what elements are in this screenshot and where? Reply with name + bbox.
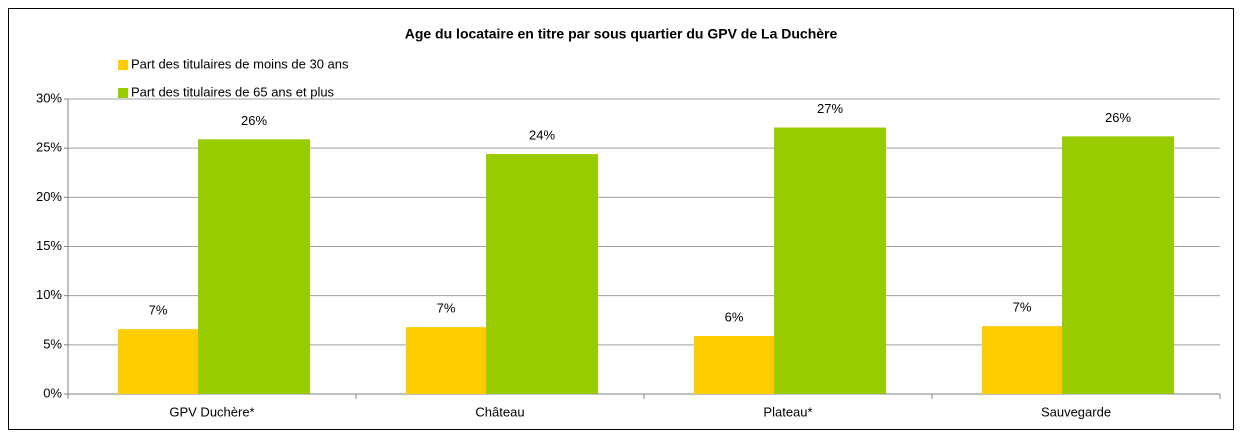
y-tick-label: 20% [36, 189, 62, 204]
bar [486, 154, 598, 394]
x-tick-label: Sauvegarde [1041, 404, 1111, 419]
data-label: 24% [529, 128, 555, 143]
bar [982, 326, 1062, 394]
y-tick-label: 5% [43, 336, 62, 351]
legend-label: Part des titulaires de moins de 30 ans [131, 56, 349, 71]
legend-swatch [118, 60, 128, 70]
bar [774, 127, 886, 395]
legend-swatch [118, 88, 128, 98]
x-tick-label: Château [475, 404, 524, 419]
legend-label: Part des titulaires de 65 ans et plus [131, 84, 335, 99]
data-label: 26% [241, 113, 267, 128]
x-tick-label: Plateau* [763, 404, 812, 419]
bar [198, 139, 310, 394]
data-label: 7% [149, 303, 168, 318]
y-tick-label: 25% [36, 140, 62, 155]
x-tick-label: GPV Duchère* [169, 404, 254, 419]
y-tick-label: 0% [43, 385, 62, 400]
bar [1062, 136, 1174, 394]
y-tick-label: 30% [36, 90, 62, 105]
bar [406, 327, 486, 394]
bar [694, 335, 774, 394]
data-label: 26% [1105, 110, 1131, 125]
data-label: 6% [725, 309, 744, 324]
chart-title: Age du locataire en titre par sous quart… [405, 26, 838, 42]
data-label: 27% [817, 101, 843, 116]
data-label: 7% [437, 301, 456, 316]
data-label: 7% [1013, 300, 1032, 315]
y-tick-label: 15% [36, 238, 62, 253]
bar [118, 329, 198, 394]
y-tick-label: 10% [36, 287, 62, 302]
